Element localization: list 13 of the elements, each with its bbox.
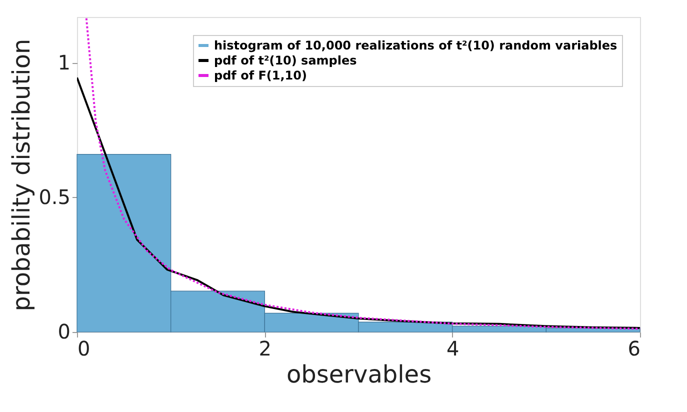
legend-label: pdf of t²(10) samples bbox=[214, 54, 357, 68]
x-tick-label: 2 bbox=[258, 336, 272, 360]
y-tick-label: 0 bbox=[58, 320, 70, 344]
legend-label: histogram of 10,000 realizations of t²(10) random variables bbox=[214, 38, 618, 52]
y-tick-label: 0.5 bbox=[38, 184, 70, 209]
y-tick-label: 1 bbox=[58, 50, 70, 74]
y-axis-title: probability distribution bbox=[8, 38, 36, 312]
line-series bbox=[85, 17, 640, 330]
x-tick-label: 4 bbox=[446, 336, 460, 360]
x-tick-label: 0 bbox=[78, 336, 90, 360]
x-axis-title: observables bbox=[286, 360, 432, 388]
legend-label: pdf of F(1,10) bbox=[214, 68, 307, 82]
x-tick-label: 6 bbox=[628, 336, 640, 360]
